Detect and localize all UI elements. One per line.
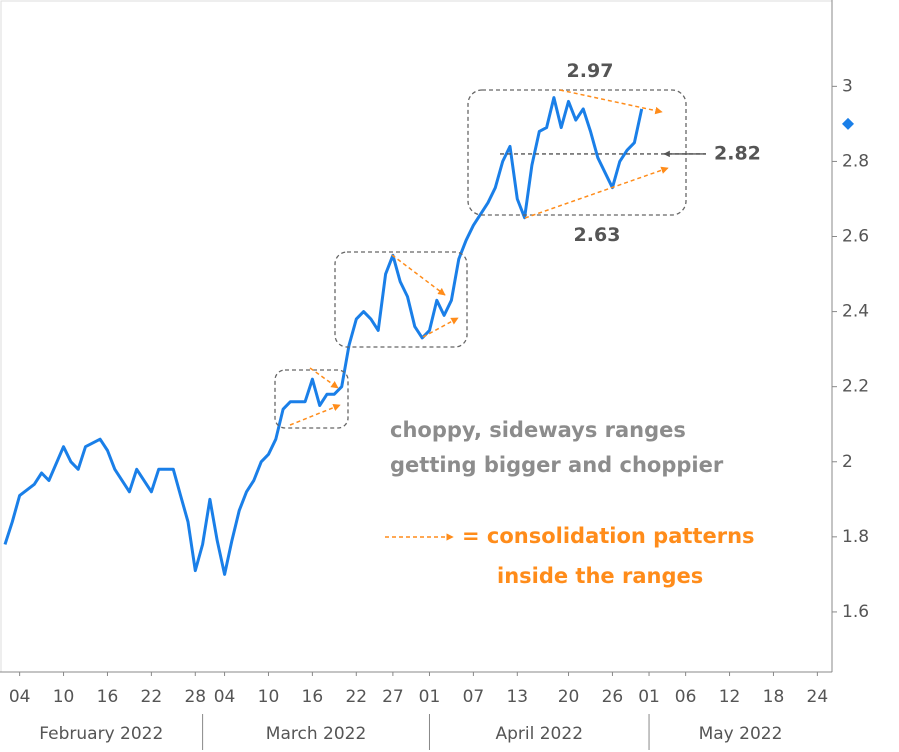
plot (3, 96, 644, 576)
x-tick-label: 20 (558, 687, 580, 707)
x-tick-label: 04 (214, 687, 236, 707)
price-line (3, 96, 644, 576)
y-tick-label: 1.8 (842, 527, 869, 547)
month-label: May 2022 (699, 724, 783, 744)
arrow (391, 254, 446, 296)
month-label: February 2022 (39, 724, 163, 744)
x-tick-label: 28 (184, 687, 206, 707)
x-tick-label: 01 (419, 687, 441, 707)
y-tick-label: 2.2 (842, 377, 869, 397)
annotation: getting bigger and choppier (390, 453, 724, 477)
x-tick-label: 16 (302, 687, 324, 707)
x-tick-label: 10 (258, 687, 280, 707)
month-label: April 2022 (495, 724, 583, 744)
x-tick-label: 07 (463, 687, 485, 707)
annotation: choppy, sideways ranges (390, 418, 686, 442)
x-tick-label: 12 (719, 687, 741, 707)
plot-border (0, 0, 833, 673)
arrow (309, 367, 339, 389)
x-tick-label: 10 (53, 687, 75, 707)
arrow (524, 166, 669, 219)
range-box (334, 251, 468, 348)
arrow (559, 89, 663, 115)
x-tick-label: 24 (807, 687, 829, 707)
y-tick-label: 2.4 (842, 302, 869, 322)
x-tick-label: 04 (9, 687, 31, 707)
x-tick-label: 16 (97, 687, 119, 707)
pattern-note: inside the ranges (497, 564, 703, 588)
pattern-note: = consolidation patterns (462, 524, 755, 548)
range-box (274, 369, 349, 429)
x-tick-label: 01 (638, 687, 660, 707)
y-tick-label: 2.6 (842, 227, 869, 247)
y-tick-label: 3 (842, 76, 853, 96)
y-tick-label: 2.8 (842, 151, 869, 171)
pattern-arrows (289, 89, 669, 541)
month-label: March 2022 (266, 724, 367, 744)
x-tick-label: 22 (345, 687, 367, 707)
x-tick-label: 26 (602, 687, 624, 707)
arrow (289, 404, 341, 426)
current-marker (842, 117, 854, 130)
x-tick-label: 18 (763, 687, 785, 707)
x-tick-label: 22 (141, 687, 163, 707)
x-tick-label: 27 (382, 687, 404, 707)
range-high-label: 2.97 (567, 60, 614, 82)
x-tick-label: 13 (506, 687, 528, 707)
range-low-label: 2.63 (574, 224, 621, 246)
y-tick-label: 1.6 (842, 602, 869, 622)
x-tick-label: 06 (675, 687, 697, 707)
reference-label: 2.82 (714, 142, 761, 164)
range-boxes (274, 89, 687, 429)
arrow (422, 317, 459, 338)
range-box (467, 89, 687, 216)
y-tick-label: 2 (842, 452, 853, 472)
